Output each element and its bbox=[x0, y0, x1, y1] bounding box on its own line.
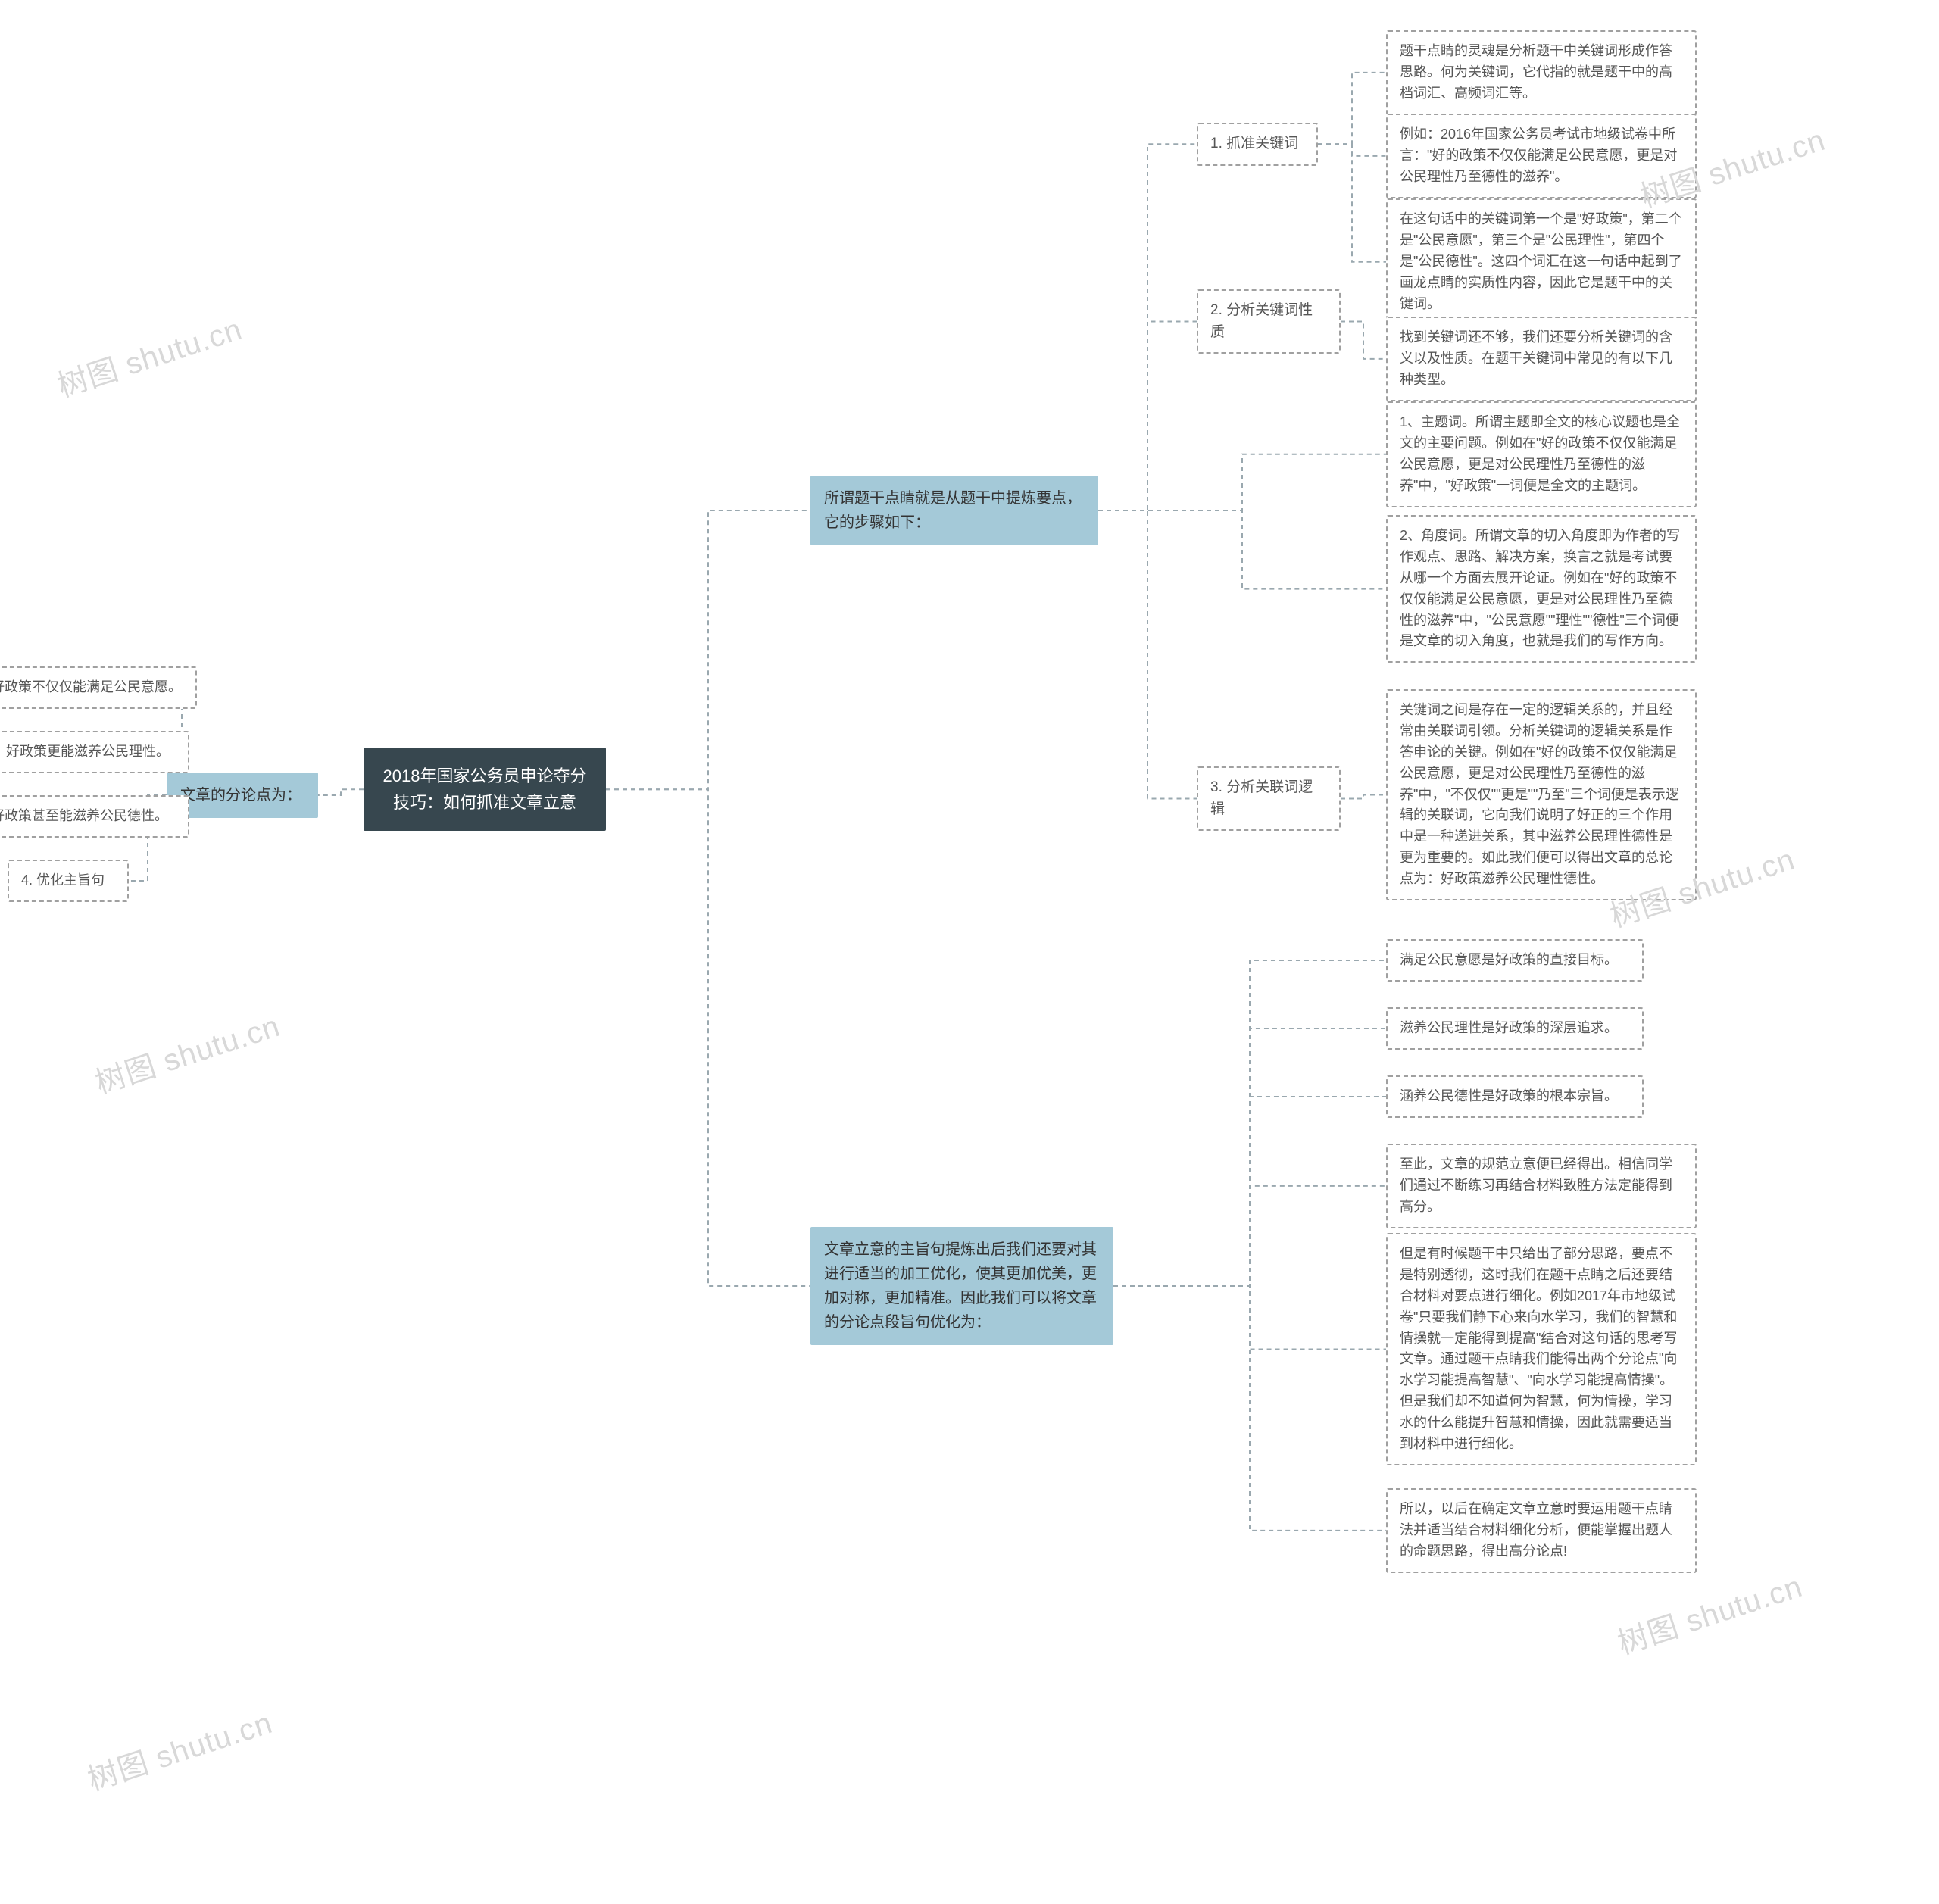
right-leaf: 关键词之间是存在一定的逻辑关系的，并且经常由关联词引领。分析关键词的逻辑关系是作… bbox=[1386, 689, 1697, 900]
right-leaf: 2、角度词。所谓文章的切入角度即为作者的写作观点、思路、解决方案，换言之就是考试… bbox=[1386, 515, 1697, 663]
watermark: 树图 shutu.cn bbox=[89, 1001, 285, 1102]
right-section: 所谓题干点睛就是从题干中提炼要点，它的步骤如下： bbox=[810, 476, 1098, 545]
right-leaf: 但是有时候题干中只给出了部分思路，要点不是特别透彻，这时我们在题干点睛之后还要结… bbox=[1386, 1233, 1697, 1465]
right-leaf: 满足公民意愿是好政策的直接目标。 bbox=[1386, 939, 1644, 982]
root-node: 2018年国家公务员申论夺分技巧：如何抓准文章立意 bbox=[364, 748, 606, 831]
right-leaf: 滋养公民理性是好政策的深层追求。 bbox=[1386, 1007, 1644, 1050]
left-leaf: 好政策不仅仅能满足公民意愿。 bbox=[0, 666, 197, 709]
left-leaf: 好政策更能滋养公民理性。 bbox=[0, 731, 189, 773]
right-section: 文章立意的主旨句提炼出后我们还要对其进行适当的加工优化，使其更加优美，更加对称，… bbox=[810, 1227, 1113, 1345]
watermark: 树图 shutu.cn bbox=[1611, 1562, 1807, 1662]
right-leaf: 所以，以后在确定文章立意时要运用题干点睛法并适当结合材料细化分析，便能掌握出题人… bbox=[1386, 1488, 1697, 1573]
right-leaf: 至此，文章的规范立意便已经得出。相信同学们通过不断练习再结合材料致胜方法定能得到… bbox=[1386, 1144, 1697, 1228]
watermark: 树图 shutu.cn bbox=[81, 1698, 277, 1799]
right-leaf: 例如：2016年国家公务员考试市地级试卷中所言："好的政策不仅仅能满足公民意愿，… bbox=[1386, 114, 1697, 198]
right-leaf: 找到关键词还不够，我们还要分析关键词的含义以及性质。在题干关键词中常见的有以下几… bbox=[1386, 317, 1697, 401]
right-leaf: 1、主题词。所谓主题即全文的核心议题也是全文的主要问题。例如在"好的政策不仅仅能… bbox=[1386, 401, 1697, 507]
right-leaf: 题干点睛的灵魂是分析题干中关键词形成作答思路。何为关键词，它代指的就是题干中的高… bbox=[1386, 30, 1697, 115]
right-leaf: 涵养公民德性是好政策的根本宗旨。 bbox=[1386, 1075, 1644, 1118]
left-leaf: 好政策甚至能滋养公民德性。 bbox=[0, 795, 189, 838]
right-leaf: 在这句话中的关键词第一个是"好政策"，第二个是"公民意愿"，第三个是"公民理性"… bbox=[1386, 198, 1697, 325]
left-leaf: 4. 优化主旨句 bbox=[8, 860, 129, 902]
numbered-node: 2. 分析关键词性质 bbox=[1197, 289, 1341, 354]
numbered-node: 3. 分析关联词逻辑 bbox=[1197, 766, 1341, 831]
watermark: 树图 shutu.cn bbox=[51, 304, 247, 405]
left-section: 文章的分论点为： bbox=[167, 773, 318, 818]
numbered-node: 1. 抓准关键词 bbox=[1197, 123, 1318, 166]
